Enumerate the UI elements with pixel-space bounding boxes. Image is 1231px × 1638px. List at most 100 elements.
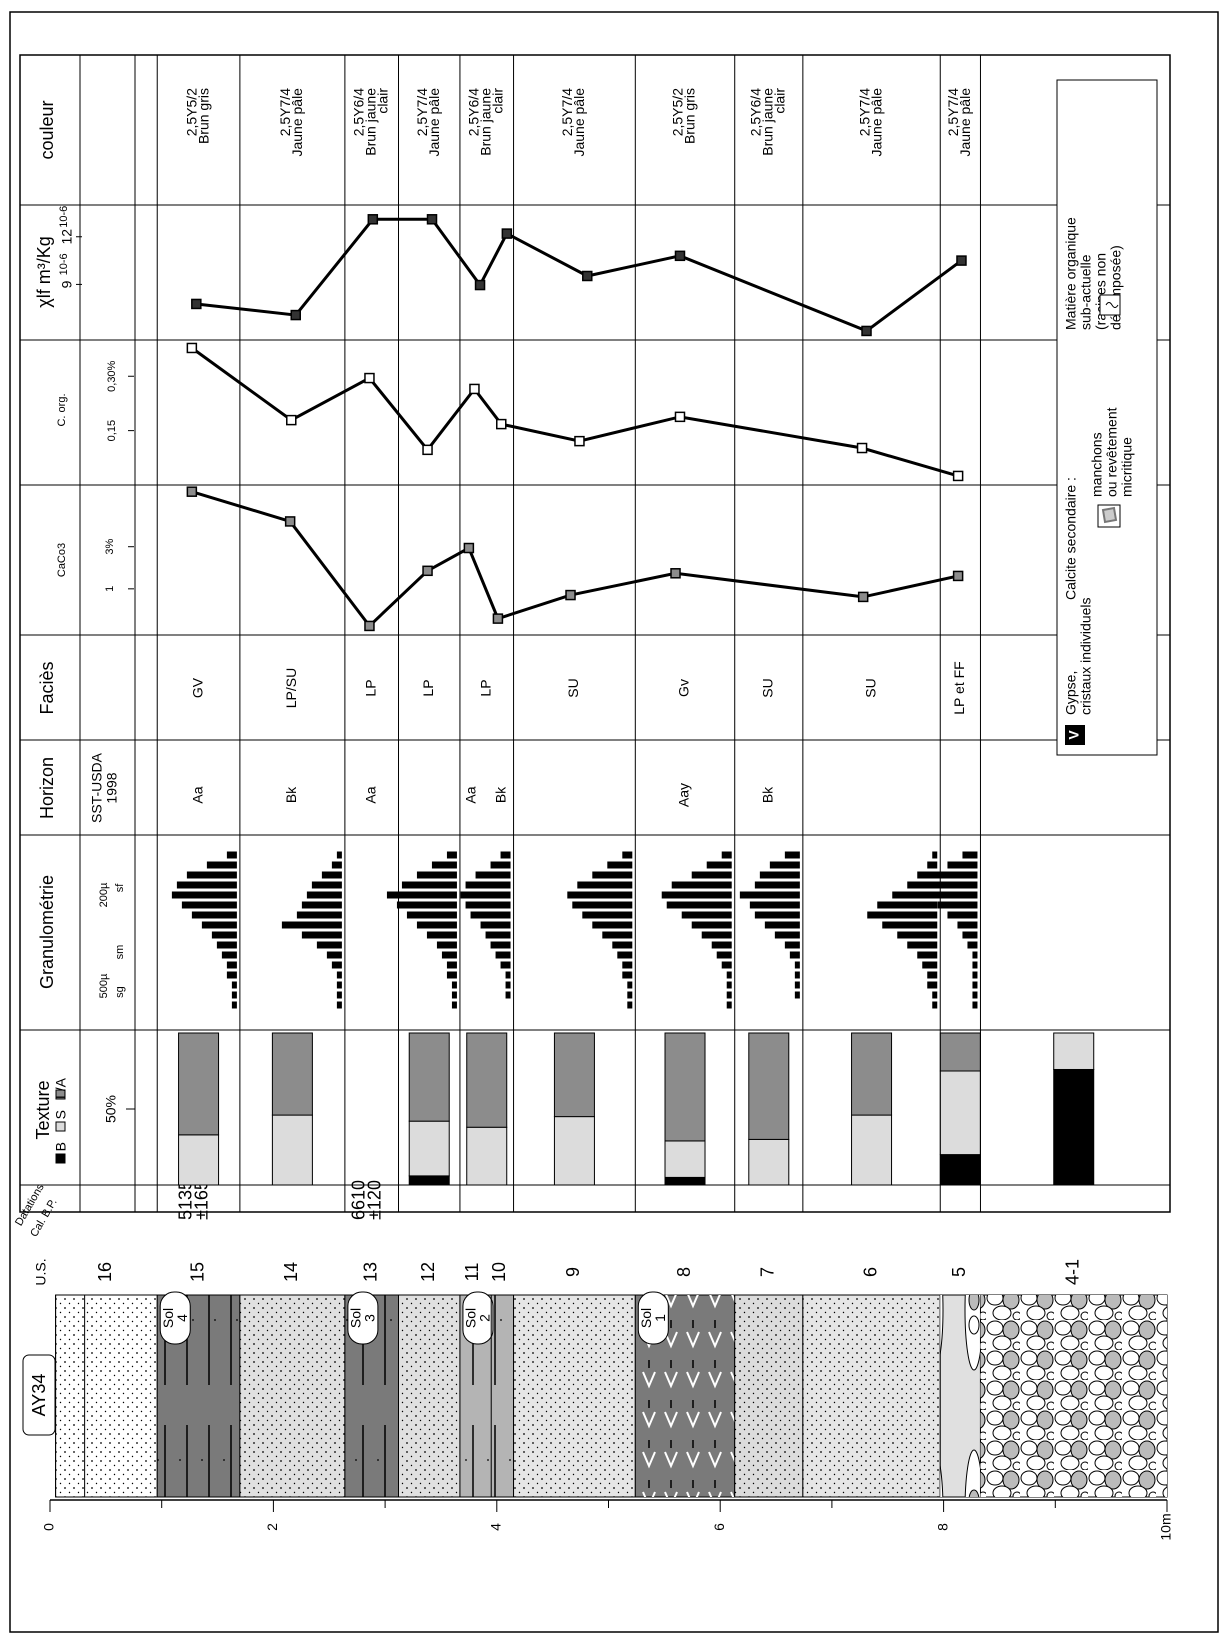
colour-text: Jaune pâle (957, 88, 973, 157)
curve-marker (496, 418, 507, 430)
horizon-text: Aa (362, 786, 378, 803)
legend-label: B (53, 1142, 69, 1151)
legend-text: sub-actuelle (1078, 254, 1094, 330)
texture-segment (939, 1032, 981, 1072)
curve-marker (422, 444, 433, 456)
curve-marker (474, 279, 486, 291)
header: C. org. (56, 393, 68, 426)
texture-segment (851, 1114, 893, 1186)
horizon-text: Aay (676, 783, 692, 807)
sol-number: 1 (652, 1314, 668, 1322)
facies-text: LP et FF (951, 661, 967, 714)
granulo-axis-label: sg (114, 986, 126, 998)
horizon-text: Bk (283, 786, 299, 803)
curve-marker (956, 255, 967, 266)
texture-segment (178, 1032, 220, 1136)
colour-text: Brun jaune (362, 88, 378, 156)
sol-number: 2 (477, 1314, 493, 1322)
curve-marker (290, 309, 301, 321)
colour-text: Jaune pâle (868, 88, 884, 157)
colour-text: 2,5Y6/4 (350, 88, 366, 136)
curve-marker (422, 565, 433, 577)
curve-marker (952, 470, 964, 482)
curve-line (191, 490, 959, 629)
lithology-pattern (980, 1295, 1167, 1497)
legend-label: L/A (53, 1077, 69, 1099)
curve-marker (364, 372, 375, 384)
curve-marker (284, 516, 296, 527)
curve-tick-label: 1 (104, 586, 116, 592)
colour-text: clair (374, 88, 390, 114)
depth-tick-label: 10m (1158, 1513, 1174, 1540)
granulo-axis-label: sm (114, 945, 126, 960)
curve-marker (191, 298, 202, 310)
facies-text: SU (759, 678, 775, 697)
texture-segment (408, 1175, 450, 1186)
colour-text: Jaune pâle (289, 88, 305, 157)
colour-text: Brun gris (195, 88, 211, 144)
texture-segment (408, 1032, 450, 1122)
texture-segment (271, 1114, 313, 1186)
datation: 5135 (175, 1180, 195, 1220)
depth-tick-label: 6 (711, 1523, 727, 1531)
sol-number: 4 (174, 1314, 190, 1322)
curve-marker (952, 570, 964, 582)
colour-text: 2,5Y7/4 (856, 88, 872, 136)
colour-text: Jaune pâle (426, 88, 442, 157)
sol-label: Sol (463, 1308, 479, 1328)
colour-text: 2,5Y5/2 (670, 88, 686, 136)
facies-text: SU (565, 678, 581, 697)
curve-marker (574, 435, 585, 447)
lithology-pattern (940, 1295, 981, 1497)
lithology-pattern (734, 1295, 803, 1497)
legend-icon-text: V (1066, 730, 1082, 740)
legend-text: Matière organique (1063, 217, 1079, 330)
granulo-axis-label: sf (114, 883, 126, 893)
curve-marker (674, 250, 686, 262)
horizon-text: Aa (189, 786, 205, 803)
legend-text: Calcite secondaire : (1063, 477, 1079, 600)
curve-tick-label: 0,15 (106, 420, 118, 441)
colour-text: 2,5Y7/4 (414, 88, 430, 136)
texture-segment (271, 1032, 313, 1116)
depth-tick-label: 2 (264, 1523, 280, 1531)
texture-tick-label: 50% (103, 1095, 119, 1123)
curve-marker (857, 591, 869, 603)
facies-text: Gv (676, 679, 692, 697)
colour-text: 2,5Y7/4 (559, 88, 575, 136)
texture-segment (1053, 1068, 1095, 1186)
curve-tick-label: 12 (59, 229, 75, 245)
header: Texture (33, 1080, 53, 1139)
curve-marker (856, 442, 868, 454)
us-label: 13 (360, 1262, 380, 1282)
horizon-text: Bk (492, 786, 508, 803)
facies-text: LP (477, 679, 493, 696)
colour-text: Jaune pâle (571, 88, 587, 157)
colour-text: 2,5Y7/4 (945, 88, 961, 136)
us-label: 7 (758, 1267, 778, 1277)
legend-text: décomposée) (1108, 245, 1124, 330)
texture-segment (553, 1032, 595, 1118)
facies-text: LP/SU (283, 668, 299, 708)
granulo-axis-label: 200µ (98, 882, 110, 907)
curve-line (190, 346, 959, 478)
header: couleur (37, 100, 57, 159)
curve-tick-label: 3% (104, 539, 116, 555)
sol-badge (462, 1291, 494, 1345)
depth-tick-label: 4 (488, 1523, 504, 1531)
texture-segment (664, 1176, 706, 1186)
legend-text: cristaux individuels (1078, 598, 1094, 716)
legend-box (1056, 79, 1158, 756)
us-label: 6 (860, 1267, 880, 1277)
colour-text: clair (771, 88, 787, 114)
us-label: 10 (489, 1262, 509, 1282)
colour-text: Brun jaune (759, 88, 775, 156)
texture-segment (664, 1032, 706, 1142)
curve-marker (565, 589, 576, 601)
texture-segment (939, 1070, 981, 1156)
texture-segment (178, 1134, 220, 1186)
curve-marker (186, 342, 198, 354)
texture-segment (553, 1116, 595, 1186)
sub-header: SST-USDA (89, 752, 105, 823)
